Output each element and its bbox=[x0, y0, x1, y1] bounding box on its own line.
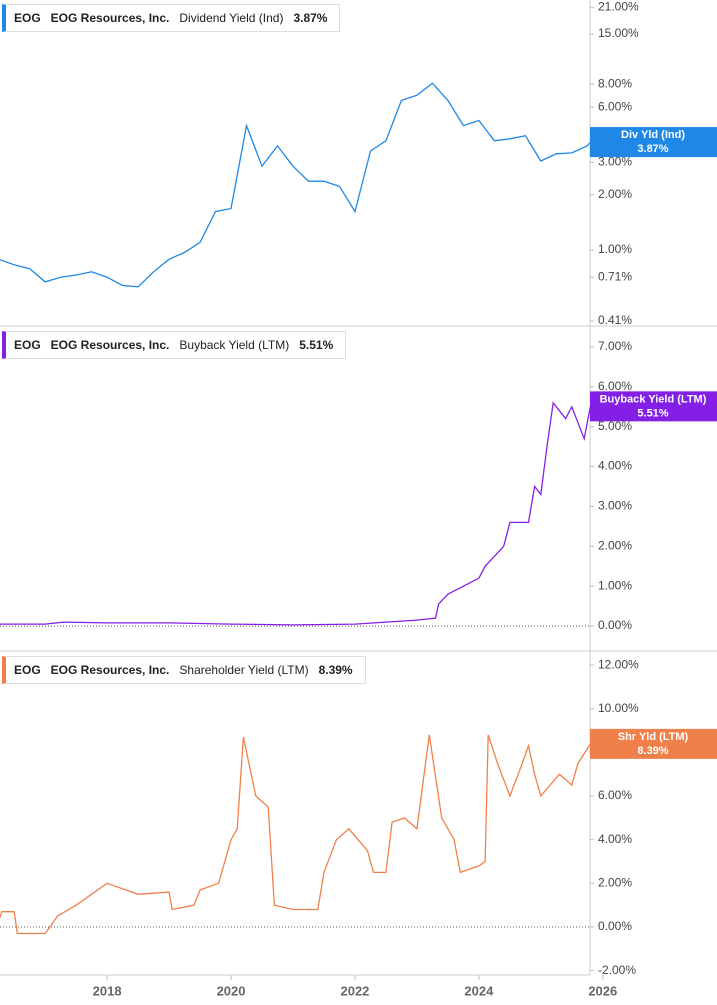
ticker: EOG bbox=[14, 663, 41, 677]
legend: EOG EOG Resources, Inc. Shareholder Yield … bbox=[2, 656, 366, 684]
y-tick-label: 0.71% bbox=[598, 269, 632, 283]
y-tick-label: 1.00% bbox=[598, 242, 632, 256]
y-tick-label: 6.00% bbox=[598, 99, 632, 113]
series-line bbox=[0, 82, 591, 288]
y-tick-label: 12.00% bbox=[598, 657, 639, 671]
y-tick-label: 10.00% bbox=[598, 701, 639, 715]
y-tick-label: 4.00% bbox=[598, 459, 632, 473]
legend-label: Buyback Yield (LTM) bbox=[179, 338, 290, 352]
y-tick-label: 7.00% bbox=[598, 339, 632, 353]
x-tick-label: 2018 bbox=[93, 983, 122, 998]
y-tick-label: -2.00% bbox=[598, 963, 636, 977]
y-tick-label: 3.00% bbox=[598, 499, 632, 513]
legend-label: Shareholder Yield (LTM) bbox=[179, 663, 309, 677]
company: EOG Resources, Inc. bbox=[50, 338, 170, 352]
ticker: EOG bbox=[14, 11, 41, 25]
legend-value: 8.39% bbox=[318, 663, 353, 677]
y-tick-label: 15.00% bbox=[598, 26, 639, 40]
series-line bbox=[0, 734, 591, 935]
value-badge bbox=[590, 391, 717, 422]
legend-value: 3.87% bbox=[293, 11, 328, 25]
y-tick-label: 8.00% bbox=[598, 76, 632, 90]
y-tick-label: 1.00% bbox=[598, 578, 632, 592]
value-badge bbox=[590, 728, 717, 759]
badge-value: 8.39% bbox=[637, 745, 668, 757]
y-tick-label: 6.00% bbox=[598, 379, 632, 393]
y-tick-label: 0.00% bbox=[598, 919, 632, 933]
company: EOG Resources, Inc. bbox=[50, 663, 170, 677]
company: EOG Resources, Inc. bbox=[50, 11, 170, 25]
y-tick-label: 0.41% bbox=[598, 313, 632, 327]
legend-value: 5.51% bbox=[299, 338, 334, 352]
value-badge bbox=[590, 127, 717, 158]
legend: EOG EOG Resources, Inc. Dividend Yield (In… bbox=[2, 4, 341, 32]
x-tick-label: 2022 bbox=[340, 983, 369, 998]
x-tick-label: 2026 bbox=[588, 983, 617, 998]
series-line bbox=[0, 401, 592, 626]
legend-label: Dividend Yield (Ind) bbox=[179, 11, 284, 25]
x-tick-label: 2020 bbox=[217, 983, 246, 998]
legend: EOG EOG Resources, Inc. Buyback Yield (LTM… bbox=[2, 331, 347, 359]
y-tick-label: 6.00% bbox=[598, 788, 632, 802]
badge-label: Buyback Yield (LTM) bbox=[600, 393, 707, 405]
x-tick-label: 2024 bbox=[464, 983, 494, 998]
y-tick-label: 2.00% bbox=[598, 876, 632, 890]
y-tick-label: 3.00% bbox=[598, 155, 632, 169]
badge-value: 3.87% bbox=[637, 143, 668, 155]
badge-value: 5.51% bbox=[637, 407, 668, 419]
y-tick-label: 0.00% bbox=[598, 618, 632, 632]
y-tick-label: 2.00% bbox=[598, 187, 632, 201]
y-tick-label: 2.00% bbox=[598, 538, 632, 552]
y-tick-label: 4.00% bbox=[598, 832, 632, 846]
y-tick-label: 21.00% bbox=[598, 0, 639, 13]
badge-label: Shr Yld (LTM) bbox=[618, 731, 689, 743]
badge-label: Div Yld (Ind) bbox=[621, 129, 685, 141]
y-tick-label: 5.00% bbox=[598, 419, 632, 433]
ticker: EOG bbox=[14, 338, 41, 352]
